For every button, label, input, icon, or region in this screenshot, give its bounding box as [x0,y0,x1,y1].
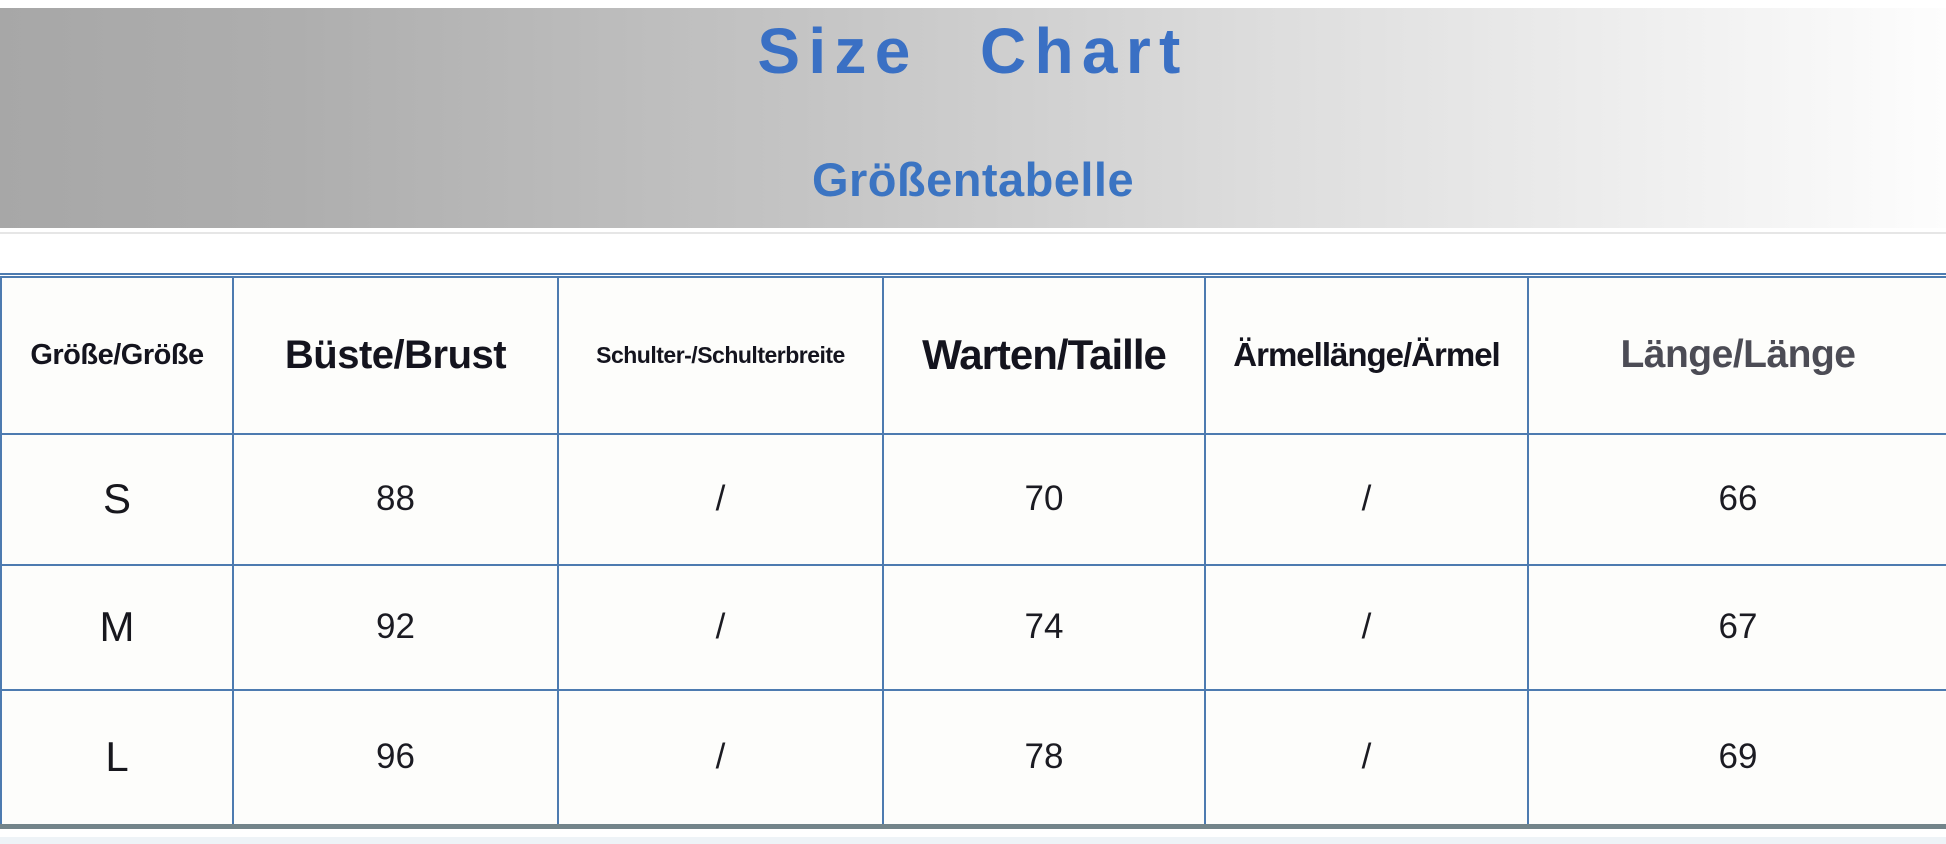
bottom-strip [0,837,1946,844]
page-title: Size Chart [757,15,1189,87]
cell-sleeve-value: / [1204,688,1529,828]
cell-waist-value: 70 [882,432,1206,566]
table-row-size-m: M 92 / 74 / 67 [0,563,1946,691]
table-row-size-s: S 88 / 70 / 66 [0,432,1946,566]
cell-sleeve-value: / [1204,432,1529,566]
cell-waist-value: 74 [882,563,1206,691]
column-header-size: Größe/Größe [0,274,234,435]
banner-divider [0,232,1946,234]
cell-shoulder-value: / [557,432,884,566]
cell-length-value: 67 [1527,563,1946,691]
cell-size-label: S [0,432,234,566]
cell-length-value: 69 [1527,688,1946,828]
cell-shoulder-value: / [557,563,884,691]
cell-length-value: 66 [1527,432,1946,566]
cell-bust-value: 92 [232,563,559,691]
cell-waist-value: 78 [882,688,1206,828]
cell-bust-value: 96 [232,688,559,828]
page-subtitle: Größentabelle [811,153,1135,206]
column-header-sleeve: Ärmellänge/Ärmel [1204,274,1529,435]
column-header-bust: Büste/Brust [232,274,559,435]
column-header-shoulder: Schulter-/Schulterbreite [557,274,884,435]
column-header-waist: Warten/Taille [882,274,1206,435]
table-row-size-l: L 96 / 78 / 69 [0,688,1946,828]
column-header-length: Länge/Länge [1527,274,1946,435]
cell-size-label: M [0,563,234,691]
cell-size-label: L [0,688,234,828]
header-banner: Size Chart Größentabelle [0,8,1946,228]
cell-sleeve-value: / [1204,563,1529,691]
cell-shoulder-value: / [557,688,884,828]
table-header-row: Größe/Größe Büste/Brust Schulter-/Schult… [0,274,1946,435]
cell-bust-value: 88 [232,432,559,566]
size-chart-table: Größe/Größe Büste/Brust Schulter-/Schult… [0,273,1946,829]
